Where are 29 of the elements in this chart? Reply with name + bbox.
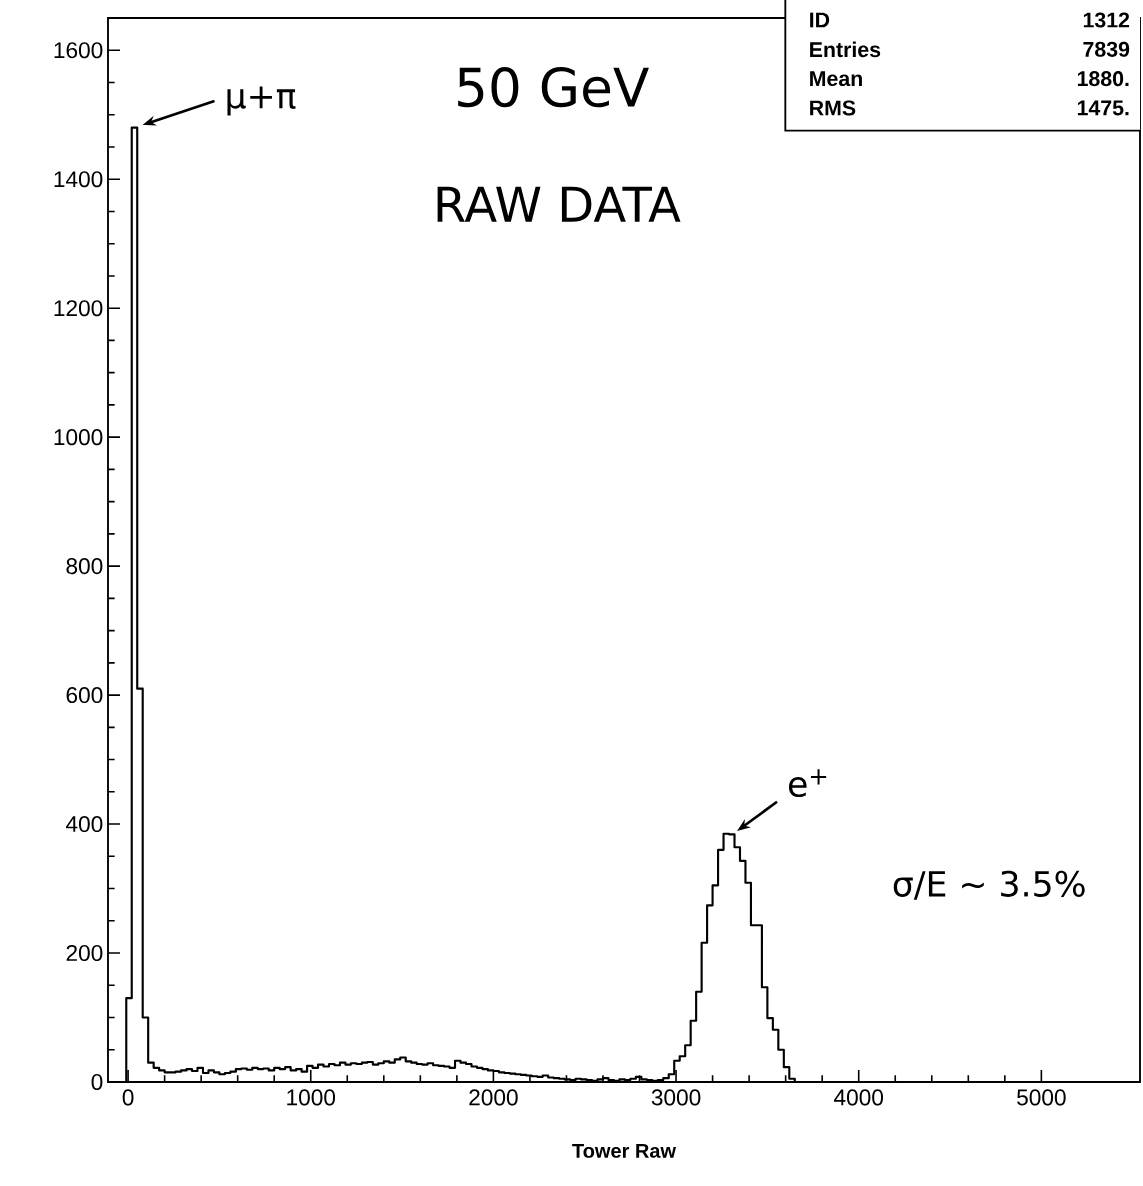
y-tick-label: 0 (91, 1073, 103, 1091)
x-tick-label: 1000 (287, 1089, 335, 1106)
annotation: ID (809, 12, 829, 28)
x-tick-label: 0 (122, 1089, 134, 1106)
x-tick-label: 5000 (1016, 1089, 1066, 1106)
annotation: 1880. (1077, 71, 1129, 87)
x-tick-label: 2000 (469, 1089, 518, 1106)
annotation: e$^{+}$ (788, 769, 826, 798)
y-tick-label: 600 (66, 687, 103, 704)
annotation: Mean (809, 71, 862, 87)
y-tick-label: 200 (66, 945, 103, 962)
annotation: 1312 (1083, 12, 1129, 28)
y-tick-label: 1400 (54, 171, 103, 188)
x-axis-title: Tower Raw (572, 1143, 676, 1158)
x-tick-label: 4000 (833, 1089, 883, 1106)
y-tick-label: 1000 (54, 429, 103, 446)
y-tick-label: 800 (66, 558, 103, 575)
annotation: σ/E ~ 3.5% (893, 870, 1085, 900)
text: 50 GeV (457, 66, 649, 108)
annotation: 7839 (1083, 41, 1129, 57)
y-tick-label: 1600 (54, 42, 103, 59)
x-tick-label: 3000 (651, 1089, 701, 1106)
annotation: Entries (809, 41, 880, 58)
y-tick-label: 1200 (54, 300, 103, 317)
text: RAW DATA (437, 186, 681, 222)
annotation: μ+π (227, 86, 296, 116)
annotation: RMS (809, 100, 856, 116)
annotation: 1475. (1077, 100, 1129, 116)
y-tick-label: 400 (65, 816, 103, 833)
